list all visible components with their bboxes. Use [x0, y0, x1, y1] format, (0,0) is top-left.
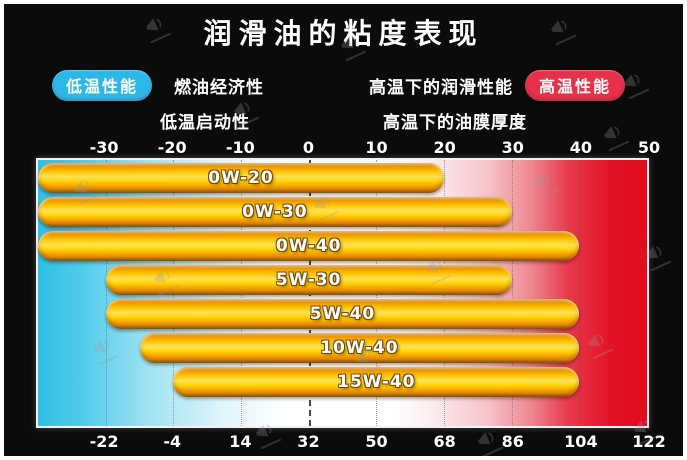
fahrenheit-tick-label: -22 [89, 432, 119, 451]
legend-fuel-economy: 燃油经济性 [174, 78, 265, 98]
chart-plot: 0W-20 0W-30 0W-40 5W-30 5W-40 10W-40 15W-40 [36, 158, 649, 428]
legend-high-temp-lubrication: 高温下的润滑性能 [368, 78, 513, 98]
oil-grade-bar-0w-30: 0W-30 [38, 197, 512, 227]
oil-grade-bar-5w-30: 5W-30 [105, 265, 512, 295]
top-axis-celsius: -30 -20 -10 0 10 20 30 40 50 [36, 137, 660, 158]
fahrenheit-tick-label: 68 [433, 432, 456, 451]
legend-row-2: 低温启动性 高温下的油膜厚度 [4, 108, 683, 133]
gridline [511, 160, 513, 426]
low-temp-performance-badge: 低温性能 [52, 70, 153, 101]
bars: 0W-20 0W-30 0W-40 5W-30 5W-40 10W-40 15W-40 [38, 160, 647, 426]
fahrenheit-tick-label: 14 [229, 432, 252, 451]
celsius-tick-label: -20 [157, 138, 187, 157]
bar-label: 5W-40 [309, 304, 376, 324]
oil-grade-bar-0w-20: 0W-20 [38, 163, 444, 193]
celsius-tick-label: -10 [225, 138, 255, 157]
celsius-tick-label: 40 [569, 138, 593, 157]
fahrenheit-tick-label: 104 [564, 432, 598, 451]
bar-label: 15W-40 [337, 372, 416, 392]
fahrenheit-tick-label: 50 [365, 432, 388, 451]
bar-label: 10W-40 [320, 338, 399, 358]
bar-label: 0W-30 [242, 202, 308, 222]
celsius-tick-label: -30 [89, 138, 119, 157]
fahrenheit-tick-label: 122 [632, 432, 666, 451]
oil-grade-bar-5w-40: 5W-40 [105, 299, 580, 329]
oil-grade-bar-0w-40: 0W-40 [38, 231, 580, 261]
fahrenheit-tick-label: 32 [297, 432, 320, 451]
legend-cold-start: 低温启动性 [160, 113, 250, 133]
bottom-axis-fahrenheit: -22 -4 14 32 50 68 86 104 122 [36, 431, 666, 452]
gridline [579, 160, 581, 426]
bar-label: 0W-20 [208, 168, 274, 188]
bar-label: 0W-40 [275, 236, 342, 256]
bar-label: 5W-30 [275, 270, 342, 290]
bar-row: 5W-30 [38, 265, 647, 295]
bar-row: 0W-20 [38, 163, 647, 193]
celsius-tick-label: 0 [302, 138, 315, 157]
celsius-tick-label: 50 [637, 138, 661, 157]
bar-row: 0W-40 [38, 231, 647, 261]
celsius-tick-label: 20 [433, 138, 456, 157]
legend-oil-film-thickness: 高温下的油膜厚度 [383, 113, 527, 133]
bar-row: 10W-40 [38, 333, 647, 363]
high-temp-performance-badge: 高温性能 [524, 70, 625, 101]
fahrenheit-tick-label: 86 [501, 432, 524, 451]
legend-row-1: 低温性能 燃油经济性 高温下的润滑性能 高温性能 [4, 70, 683, 101]
page-title: 润滑油的粘度表现 [203, 17, 484, 50]
bar-row: 5W-40 [38, 299, 647, 329]
oil-grade-bar-10w-40: 10W-40 [139, 333, 580, 363]
bar-row: 15W-40 [38, 367, 647, 397]
chart-area: -30 -20 -10 0 10 20 30 40 50 0W-20 0W-30 0W-40 5W-3… [36, 137, 666, 452]
fahrenheit-tick-label: -4 [163, 432, 182, 451]
celsius-tick-label: 30 [501, 138, 524, 157]
gridline [105, 160, 107, 426]
legend: 低温性能 燃油经济性 高温下的润滑性能 高温性能 低温启动性 高温下的油膜厚度 [4, 70, 683, 133]
oil-grade-bar-15w-40: 15W-40 [173, 367, 580, 397]
celsius-tick-label: 10 [365, 138, 388, 157]
bar-row: 0W-30 [38, 197, 647, 227]
